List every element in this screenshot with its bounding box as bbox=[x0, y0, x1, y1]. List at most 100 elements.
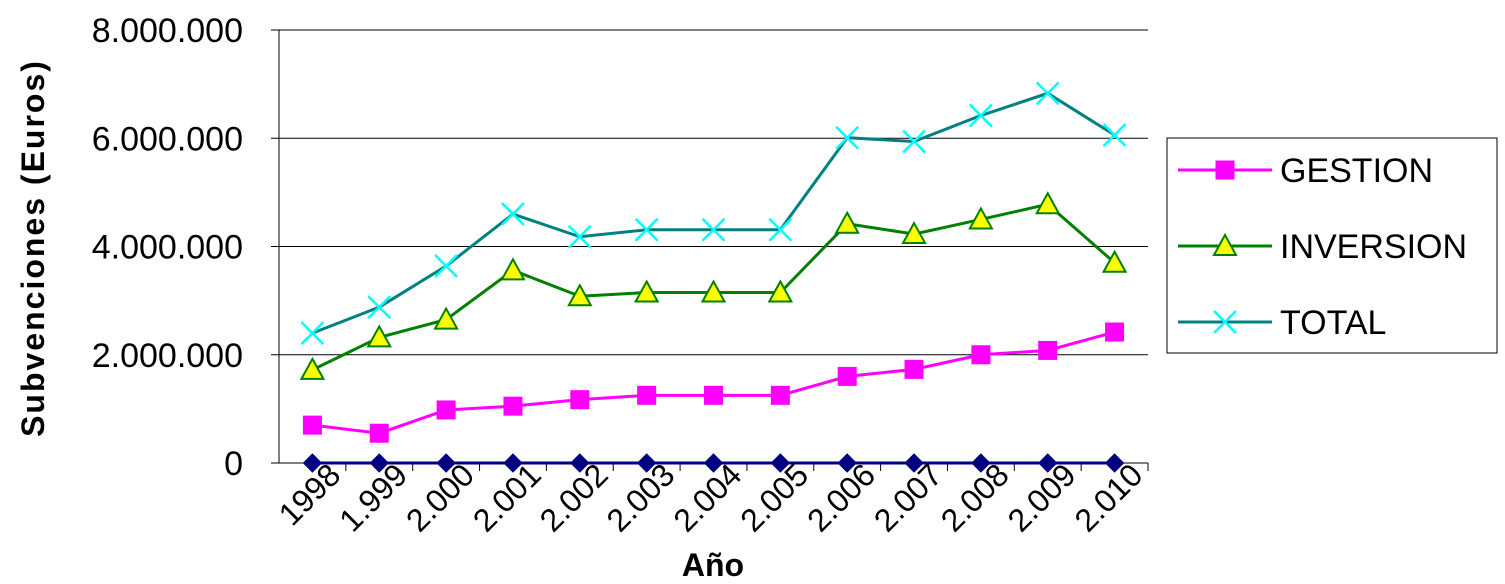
x-marker-stroke bbox=[567, 224, 592, 249]
data-point bbox=[1101, 249, 1128, 273]
data-point bbox=[770, 385, 790, 405]
data-point bbox=[904, 453, 924, 473]
x-tick-label: 2.010 bbox=[1067, 456, 1149, 538]
x-marker-stroke bbox=[902, 129, 926, 154]
y-tick-label: 8.000.000 bbox=[92, 12, 243, 50]
x-tick-label: 2.004 bbox=[666, 456, 748, 538]
data-point bbox=[636, 453, 657, 473]
x-marker-stroke bbox=[701, 217, 726, 242]
data-point bbox=[633, 279, 660, 303]
x-axis-title: Año bbox=[682, 547, 744, 583]
data-point bbox=[567, 283, 593, 307]
data-point bbox=[369, 423, 389, 443]
data-point bbox=[302, 415, 322, 435]
data-point bbox=[1105, 322, 1125, 342]
data-point bbox=[1035, 81, 1060, 106]
x-tick-label: 2.001 bbox=[466, 456, 548, 538]
data-point bbox=[837, 366, 857, 386]
data-point bbox=[637, 385, 657, 405]
x-tick-label: 2.000 bbox=[399, 456, 481, 538]
x-tick-label: 2.002 bbox=[533, 456, 615, 538]
series-baseline bbox=[302, 453, 1125, 473]
x-marker-stroke bbox=[969, 103, 993, 128]
data-point bbox=[567, 224, 592, 249]
y-tick-label: 0 bbox=[224, 445, 243, 483]
x-tick-label: 2.008 bbox=[934, 456, 1016, 538]
legend-marker bbox=[1215, 160, 1235, 180]
data-point bbox=[570, 390, 590, 410]
data-point bbox=[500, 257, 526, 281]
legend-label: GESTION bbox=[1280, 152, 1433, 190]
axes bbox=[271, 29, 1149, 471]
series-total bbox=[300, 81, 1127, 345]
data-point bbox=[971, 345, 991, 365]
series-inversion bbox=[299, 191, 1128, 380]
data-point bbox=[767, 279, 794, 303]
data-point bbox=[969, 103, 993, 128]
data-point bbox=[834, 210, 860, 234]
legend: GESTION INVERSION TOTAL bbox=[1166, 137, 1498, 354]
x-marker-stroke bbox=[835, 125, 860, 150]
x-marker-stroke bbox=[1102, 123, 1127, 147]
x-marker-stroke bbox=[1035, 81, 1060, 106]
data-point bbox=[1038, 453, 1058, 473]
data-point bbox=[503, 453, 523, 473]
series-gestion bbox=[302, 322, 1125, 443]
data-point bbox=[835, 125, 860, 150]
data-point bbox=[971, 453, 991, 473]
x-marker-stroke bbox=[300, 321, 325, 345]
x-tick-label: 2.007 bbox=[867, 456, 949, 538]
legend-label: INVERSION bbox=[1280, 228, 1467, 266]
data-point bbox=[1035, 191, 1061, 215]
x-tick-label: 2.005 bbox=[733, 456, 815, 538]
data-point bbox=[436, 453, 456, 473]
x-tick-label: 2.006 bbox=[800, 456, 882, 538]
x-marker-stroke bbox=[501, 202, 525, 226]
data-point bbox=[968, 206, 994, 230]
data-point bbox=[902, 129, 926, 154]
data-point bbox=[503, 396, 523, 416]
data-point bbox=[433, 306, 459, 330]
legend-marker bbox=[1213, 310, 1237, 334]
x-marker-stroke bbox=[434, 254, 458, 278]
data-point bbox=[367, 295, 392, 320]
data-point bbox=[570, 453, 590, 473]
data-point bbox=[703, 453, 724, 473]
series-line bbox=[312, 330, 1115, 435]
y-tick-labels: 0 2.000.000 4.000.000 6.000.000 8.000.000 bbox=[92, 12, 243, 483]
x-tick-label: 2.003 bbox=[600, 456, 682, 538]
y-tick-label: 2.000.000 bbox=[92, 337, 243, 375]
data-point bbox=[299, 356, 326, 380]
x-tick-label: 1.999 bbox=[332, 456, 414, 538]
plot-area bbox=[299, 81, 1128, 473]
data-point bbox=[366, 324, 392, 348]
x-marker-stroke bbox=[768, 217, 793, 242]
data-point bbox=[436, 400, 456, 420]
legend-label: TOTAL bbox=[1280, 304, 1386, 342]
data-point bbox=[501, 202, 525, 226]
data-point bbox=[704, 385, 723, 405]
x-marker-stroke bbox=[367, 295, 392, 320]
data-point bbox=[837, 453, 857, 473]
data-point bbox=[768, 217, 793, 242]
data-point bbox=[1038, 340, 1058, 360]
data-point bbox=[634, 217, 659, 242]
x-marker-stroke bbox=[1213, 310, 1237, 334]
data-point bbox=[1102, 123, 1127, 147]
gridlines bbox=[279, 29, 1148, 356]
data-point bbox=[901, 220, 927, 245]
data-point bbox=[701, 217, 726, 242]
data-point bbox=[434, 254, 458, 278]
y-axis-title: Subvenciones (Euros) bbox=[15, 59, 51, 437]
data-point bbox=[302, 453, 323, 473]
data-point bbox=[300, 321, 325, 345]
x-tick-label: 2.009 bbox=[1001, 456, 1083, 538]
data-point bbox=[1104, 453, 1125, 473]
y-tick-label: 6.000.000 bbox=[92, 120, 243, 158]
legend-item-inversion: INVERSION bbox=[1178, 228, 1467, 266]
legend-marker bbox=[1212, 232, 1238, 256]
data-point bbox=[904, 359, 924, 379]
y-tick-label: 4.000.000 bbox=[92, 229, 243, 267]
legend-item-total: TOTAL bbox=[1178, 304, 1386, 342]
x-marker-stroke bbox=[634, 217, 659, 242]
